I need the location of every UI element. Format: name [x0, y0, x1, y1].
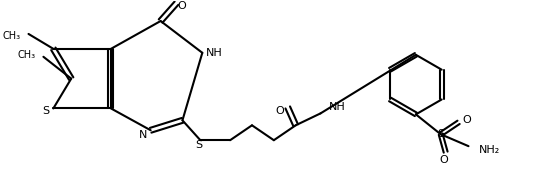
Text: CH₃: CH₃ — [3, 31, 21, 41]
Text: S: S — [195, 140, 202, 150]
Text: NH: NH — [328, 102, 345, 112]
Text: S: S — [437, 129, 444, 139]
Text: S: S — [42, 106, 49, 116]
Text: O: O — [177, 1, 186, 11]
Text: NH: NH — [206, 48, 223, 58]
Text: O: O — [275, 106, 284, 116]
Text: CH₃: CH₃ — [17, 50, 35, 60]
Text: O: O — [440, 155, 448, 165]
Text: O: O — [462, 115, 471, 125]
Text: N: N — [139, 130, 147, 140]
Text: NH₂: NH₂ — [479, 145, 500, 155]
